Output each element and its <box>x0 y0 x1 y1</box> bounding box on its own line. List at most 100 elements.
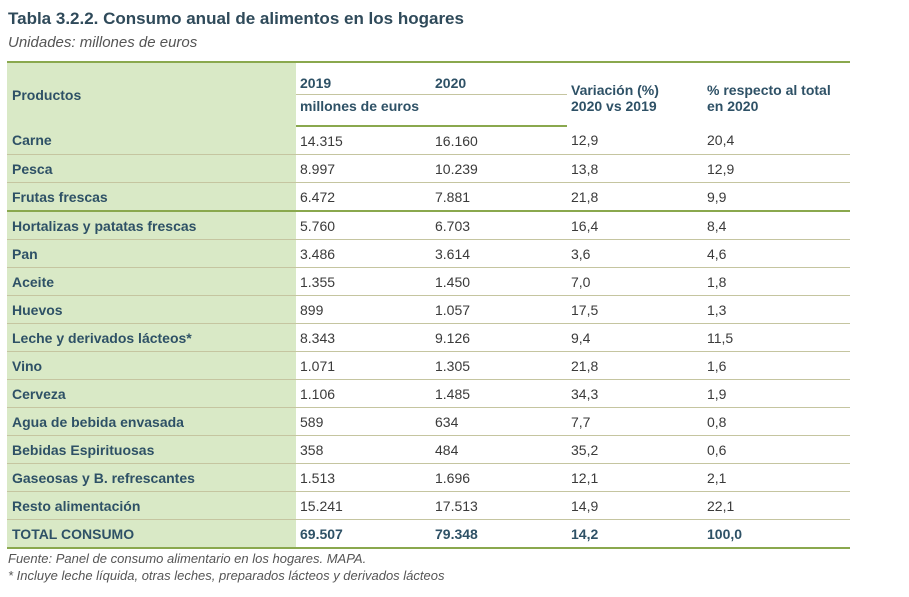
value-2020: 6.703 <box>431 211 567 240</box>
table-row: Gaseosas y B. refrescantes 1.513 1.696 12,1… <box>7 463 850 492</box>
percent-total: 1,9 <box>703 379 850 408</box>
variation: 16,4 <box>567 211 703 240</box>
table-row: Leche y derivados lácteos* 8.343 9.126 9,4 1… <box>7 323 850 352</box>
product-name: Gaseosas y B. refrescantes <box>7 463 296 492</box>
value-2019: 1.071 <box>296 351 431 380</box>
percent-total: 4,6 <box>703 239 850 268</box>
table-row: Pan 3.486 3.614 3,6 4,6 <box>7 239 850 268</box>
value-2019: 15.241 <box>296 491 431 520</box>
header-2020: 2020 <box>431 61 567 95</box>
variation: 14,9 <box>567 491 703 520</box>
value-2019: 1.355 <box>296 267 431 296</box>
percent-total: 22,1 <box>703 491 850 520</box>
value-2019: 8.997 <box>296 154 431 183</box>
variation: 34,3 <box>567 379 703 408</box>
product-name: Pan <box>7 239 296 268</box>
table-row: Huevos 899 1.057 17,5 1,3 <box>7 295 850 324</box>
value-2019: 14.315 <box>296 126 431 155</box>
table-row: Resto alimentación 15.241 17.513 14,9 22,1 <box>7 491 850 520</box>
table-row: Hortalizas y patatas frescas 5.760 6.703 16… <box>7 211 850 240</box>
header-variacion-line2: 2020 vs 2019 <box>571 97 657 114</box>
value-2020: 1.450 <box>431 267 567 296</box>
value-2019: 899 <box>296 295 431 324</box>
percent-total: 1,3 <box>703 295 850 324</box>
value-2020: 10.239 <box>431 154 567 183</box>
header-variacion: Variación (%) 2020 vs 2019 <box>567 61 703 126</box>
value-2020: 1.057 <box>431 295 567 324</box>
header-unit: millones de euros <box>296 94 567 127</box>
percent-total: 100,0 <box>703 519 850 549</box>
value-2020: 7.881 <box>431 182 567 212</box>
consumption-table: Productos 2019 2020 Variación (%) 2020 v… <box>7 61 850 549</box>
percent-total: 8,4 <box>703 211 850 240</box>
product-name: Agua de bebida envasada <box>7 407 296 436</box>
variation: 7,0 <box>567 267 703 296</box>
notes: Fuente: Panel de consumo alimentario en … <box>8 550 444 584</box>
variation: 12,1 <box>567 463 703 492</box>
product-name: Huevos <box>7 295 296 324</box>
percent-total: 0,8 <box>703 407 850 436</box>
percent-total: 1,6 <box>703 351 850 380</box>
value-2019: 1.106 <box>296 379 431 408</box>
table-row: Cerveza 1.106 1.485 34,3 1,9 <box>7 379 850 408</box>
value-2019: 3.486 <box>296 239 431 268</box>
percent-total: 12,9 <box>703 154 850 183</box>
product-name: Resto alimentación <box>7 491 296 520</box>
product-name: Vino <box>7 351 296 380</box>
variation: 3,6 <box>567 239 703 268</box>
variation: 7,7 <box>567 407 703 436</box>
variation: 13,8 <box>567 154 703 183</box>
value-2020: 16.160 <box>431 126 567 155</box>
product-name: Hortalizas y patatas frescas <box>7 211 296 240</box>
value-2019: 1.513 <box>296 463 431 492</box>
header-porcentaje: % respecto al total en 2020 <box>703 61 850 126</box>
product-name: Bebidas Espirituosas <box>7 435 296 464</box>
variation: 9,4 <box>567 323 703 352</box>
table-row: Frutas frescas 6.472 7.881 21,8 9,9 <box>7 182 850 212</box>
value-2020: 3.614 <box>431 239 567 268</box>
product-name: Pesca <box>7 154 296 183</box>
percent-total: 11,5 <box>703 323 850 352</box>
variation: 21,8 <box>567 351 703 380</box>
table-title: Tabla 3.2.2. Consumo anual de alimentos … <box>8 9 464 28</box>
value-2020: 9.126 <box>431 323 567 352</box>
value-2020: 1.696 <box>431 463 567 492</box>
table-row: Carne 14.315 16.160 12,9 20,4 <box>7 126 850 155</box>
table-row: Aceite 1.355 1.450 7,0 1,8 <box>7 267 850 296</box>
value-2019: 6.472 <box>296 182 431 212</box>
variation: 35,2 <box>567 435 703 464</box>
header-2019: 2019 <box>296 61 431 95</box>
header-productos: Productos <box>7 61 296 126</box>
value-2020: 484 <box>431 435 567 464</box>
value-2020: 1.485 <box>431 379 567 408</box>
variation: 17,5 <box>567 295 703 324</box>
value-2019: 8.343 <box>296 323 431 352</box>
table-row: Vino 1.071 1.305 21,8 1,6 <box>7 351 850 380</box>
value-2019: 69.507 <box>296 519 431 549</box>
percent-total: 1,8 <box>703 267 850 296</box>
percent-total: 9,9 <box>703 182 850 212</box>
value-2019: 5.760 <box>296 211 431 240</box>
value-2020: 17.513 <box>431 491 567 520</box>
product-name: Carne <box>7 126 296 155</box>
source-note: Fuente: Panel de consumo alimentario en … <box>8 551 367 566</box>
header-variacion-line1: Variación (%) <box>571 81 659 98</box>
variation: 14,2 <box>567 519 703 549</box>
header-porcentaje-line2: en 2020 <box>707 97 759 114</box>
table-row: Agua de bebida envasada 589 634 7,7 0,8 <box>7 407 850 436</box>
variation: 12,9 <box>567 126 703 155</box>
product-name: Aceite <box>7 267 296 296</box>
product-name: Frutas frescas <box>7 182 296 212</box>
percent-total: 2,1 <box>703 463 850 492</box>
product-name: TOTAL CONSUMO <box>7 519 296 549</box>
value-2019: 589 <box>296 407 431 436</box>
product-name: Cerveza <box>7 379 296 408</box>
value-2020: 634 <box>431 407 567 436</box>
table-row: Pesca 8.997 10.239 13,8 12,9 <box>7 154 850 183</box>
value-2020: 79.348 <box>431 519 567 549</box>
table-row: Bebidas Espirituosas 358 484 35,2 0,6 <box>7 435 850 464</box>
value-2020: 1.305 <box>431 351 567 380</box>
footnote: * Incluye leche líquida, otras leches, p… <box>8 568 445 583</box>
header-porcentaje-line1: % respecto al total <box>707 81 831 98</box>
percent-total: 20,4 <box>703 126 850 155</box>
